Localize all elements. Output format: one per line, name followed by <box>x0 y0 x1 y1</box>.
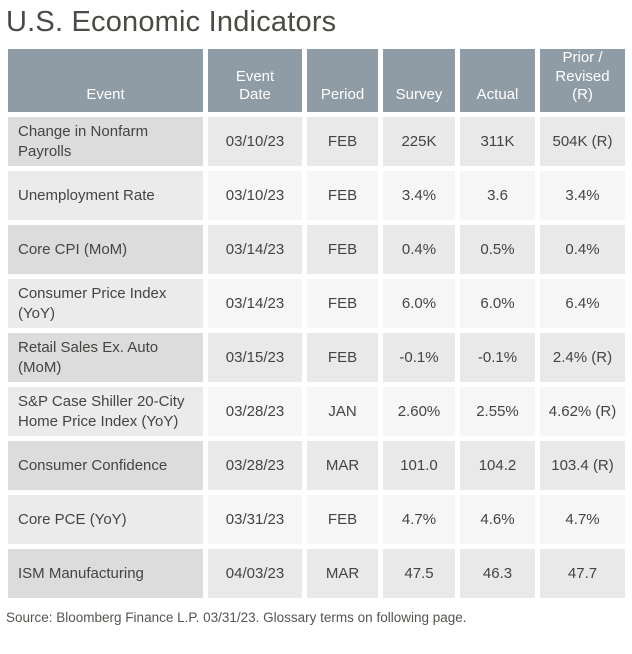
cell-date: 03/31/23 <box>208 495 302 544</box>
cell-event: Core CPI (MoM) <box>8 225 203 274</box>
column-header-prior: Prior / Revised (R) <box>540 49 625 112</box>
cell-period: JAN <box>307 387 378 436</box>
cell-prior: 4.7% <box>540 495 625 544</box>
column-header-event: Event <box>8 49 203 112</box>
cell-event: Consumer Price Index (YoY) <box>8 279 203 328</box>
economic-indicators-table: Event Event Date Period Survey Actual Pr… <box>8 49 625 598</box>
cell-survey: 2.60% <box>383 387 455 436</box>
cell-event: S&P Case Shiller 20-City Home Price Inde… <box>8 387 203 436</box>
cell-period: FEB <box>307 171 378 220</box>
cell-event: Retail Sales Ex. Auto (MoM) <box>8 333 203 382</box>
cell-actual: 4.6% <box>460 495 535 544</box>
cell-period: FEB <box>307 225 378 274</box>
cell-date: 03/10/23 <box>208 117 302 166</box>
cell-survey: 3.4% <box>383 171 455 220</box>
cell-event: ISM Manufacturing <box>8 549 203 598</box>
cell-date: 03/10/23 <box>208 171 302 220</box>
column-header-actual: Actual <box>460 49 535 112</box>
cell-prior: 2.4% (R) <box>540 333 625 382</box>
cell-prior: 0.4% <box>540 225 625 274</box>
cell-period: FEB <box>307 495 378 544</box>
cell-event: Unemployment Rate <box>8 171 203 220</box>
cell-prior: 504K (R) <box>540 117 625 166</box>
column-header-survey: Survey <box>383 49 455 112</box>
column-header-period: Period <box>307 49 378 112</box>
cell-actual: 46.3 <box>460 549 535 598</box>
cell-prior: 4.62% (R) <box>540 387 625 436</box>
cell-event: Core PCE (YoY) <box>8 495 203 544</box>
cell-date: 03/14/23 <box>208 225 302 274</box>
cell-survey: 4.7% <box>383 495 455 544</box>
column-header-date: Event Date <box>208 49 302 112</box>
cell-actual: 0.5% <box>460 225 535 274</box>
cell-date: 04/03/23 <box>208 549 302 598</box>
cell-period: FEB <box>307 279 378 328</box>
cell-date: 03/14/23 <box>208 279 302 328</box>
cell-actual: 104.2 <box>460 441 535 490</box>
page-title: U.S. Economic Indicators <box>6 6 337 38</box>
cell-survey: 47.5 <box>383 549 455 598</box>
cell-survey: 225K <box>383 117 455 166</box>
source-note: Source: Bloomberg Finance L.P. 03/31/23.… <box>6 610 467 625</box>
cell-prior: 6.4% <box>540 279 625 328</box>
cell-period: MAR <box>307 441 378 490</box>
cell-prior: 103.4 (R) <box>540 441 625 490</box>
cell-actual: -0.1% <box>460 333 535 382</box>
cell-event: Consumer Confidence <box>8 441 203 490</box>
cell-date: 03/28/23 <box>208 387 302 436</box>
cell-survey: 0.4% <box>383 225 455 274</box>
cell-survey: 6.0% <box>383 279 455 328</box>
cell-prior: 3.4% <box>540 171 625 220</box>
cell-date: 03/15/23 <box>208 333 302 382</box>
cell-actual: 311K <box>460 117 535 166</box>
cell-survey: -0.1% <box>383 333 455 382</box>
cell-date: 03/28/23 <box>208 441 302 490</box>
cell-event: Change in Nonfarm Payrolls <box>8 117 203 166</box>
cell-survey: 101.0 <box>383 441 455 490</box>
cell-actual: 2.55% <box>460 387 535 436</box>
cell-actual: 3.6 <box>460 171 535 220</box>
cell-prior: 47.7 <box>540 549 625 598</box>
cell-period: FEB <box>307 333 378 382</box>
cell-actual: 6.0% <box>460 279 535 328</box>
cell-period: FEB <box>307 117 378 166</box>
cell-period: MAR <box>307 549 378 598</box>
